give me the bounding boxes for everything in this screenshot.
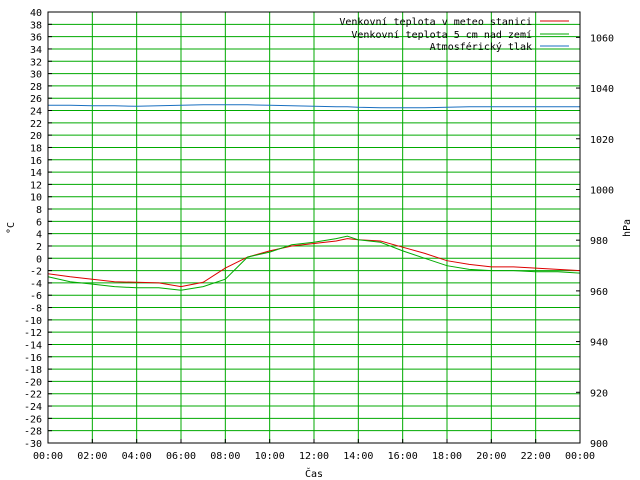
y-tick-label: 4 [36, 230, 42, 241]
y2-tick-label: 1000 [590, 185, 614, 196]
x-tick-label: 16:00 [388, 451, 418, 462]
y2-tick-label: 940 [590, 338, 608, 349]
y2-tick-label: 900 [590, 439, 608, 450]
y-tick-label: 8 [36, 205, 42, 216]
y-tick-label: -2 [30, 267, 42, 278]
y-tick-label: 12 [30, 180, 42, 191]
y-tick-label: 18 [30, 143, 42, 154]
y-tick-label: 22 [30, 119, 42, 130]
y-tick-label: 0 [36, 254, 42, 265]
y2-tick-label: 960 [590, 287, 608, 298]
series-line-0 [47, 238, 581, 288]
y-tick-label: -26 [24, 414, 42, 425]
x-tick-label: 00:00 [565, 451, 595, 462]
x-tick-label: 14:00 [343, 451, 373, 462]
y-tick-label: -16 [24, 353, 42, 364]
y2-tick-label: 1040 [590, 84, 614, 95]
x-tick-label: 20:00 [476, 451, 506, 462]
y-tick-label: 16 [30, 156, 42, 167]
y-tick-label: -18 [24, 365, 42, 376]
series-layer [47, 104, 581, 291]
y-tick-label: 36 [30, 33, 42, 44]
y-tick-label: 10 [30, 193, 42, 204]
x-axis-title: Čas [305, 467, 323, 480]
y-tick-label: 34 [30, 45, 42, 56]
y-tick-label: 26 [30, 94, 42, 105]
x-tick-label: 06:00 [166, 451, 196, 462]
x-tick-label: 10:00 [255, 451, 285, 462]
series-line-2 [48, 104, 580, 109]
y-tick-label: -8 [30, 304, 42, 315]
y-tick-label: -22 [24, 390, 42, 401]
x-tick-label: 22:00 [521, 451, 551, 462]
y-tick-label: 20 [30, 131, 42, 142]
y2-tick-label: 980 [590, 236, 608, 247]
y-tick-label: 38 [30, 20, 42, 31]
y-tick-label: -20 [24, 377, 42, 388]
x-tick-label: 02:00 [77, 451, 107, 462]
y-tick-label: -28 [24, 427, 42, 438]
y-tick-label: -30 [24, 439, 42, 450]
y2-tick-label: 1020 [590, 135, 614, 146]
y-tick-label: 28 [30, 82, 42, 93]
y-tick-label: -24 [24, 402, 42, 413]
y-tick-label: 14 [30, 168, 42, 179]
y-tick-label: 6 [36, 217, 42, 228]
y-tick-label: 40 [30, 8, 42, 19]
x-tick-label: 00:00 [33, 451, 63, 462]
labels: -30-28-26-24-22-20-18-16-14-12-10-8-6-4-… [24, 8, 614, 462]
x-tick-label: 12:00 [299, 451, 329, 462]
y-tick-label: -6 [30, 291, 42, 302]
y-axis-title: °C [6, 222, 17, 234]
x-tick-label: 08:00 [210, 451, 240, 462]
y2-tick-label: 920 [590, 388, 608, 399]
x-tick-label: 04:00 [122, 451, 152, 462]
ticks [47, 11, 581, 444]
series-line-1 [47, 235, 581, 291]
y-tick-label: -4 [30, 279, 42, 290]
x-tick-label: 18:00 [432, 451, 462, 462]
y-tick-label: 32 [30, 57, 42, 68]
legend: Venkovní teplota v meteo stanici Venkovn… [339, 16, 569, 53]
y-tick-label: 24 [30, 107, 42, 118]
legend-label-outdoor-station: Venkovní teplota v meteo stanici [339, 16, 532, 28]
legend-label-pressure: Atmosférický tlak [430, 41, 532, 53]
y-tick-label: 30 [30, 70, 42, 81]
y2-tick-label: 1060 [590, 33, 614, 44]
y2-axis-title: hPa [622, 219, 633, 237]
y-tick-label: -14 [24, 340, 42, 351]
y-tick-label: -12 [24, 328, 42, 339]
y-tick-label: -10 [24, 316, 42, 327]
y-tick-label: 2 [36, 242, 42, 253]
legend-label-ground-5cm: Venkovní teplota 5 cm nad zemí [351, 29, 532, 41]
